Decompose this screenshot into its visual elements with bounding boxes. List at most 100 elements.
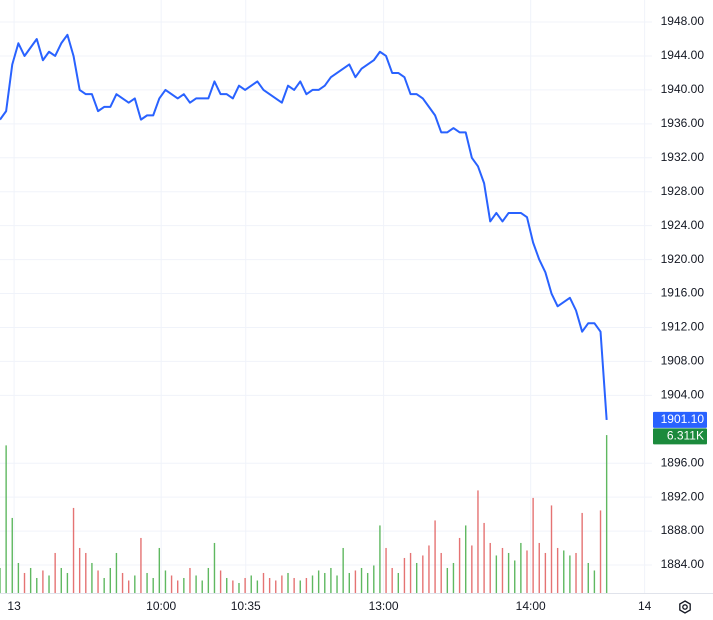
volume-bar <box>11 517 13 593</box>
y-tick-label: 1892.00 <box>661 489 705 503</box>
settings-dot <box>682 604 688 610</box>
last-value-box <box>653 411 707 428</box>
y-tick-label: 1912.00 <box>661 320 705 334</box>
volume-bar <box>0 567 1 593</box>
volume-bar <box>354 570 357 593</box>
volume-bar <box>520 542 522 593</box>
y-tick-label: 1936.00 <box>661 116 705 130</box>
volume-bar <box>158 547 161 593</box>
y-tick-label: 1924.00 <box>661 218 705 232</box>
volume-bar <box>170 575 173 593</box>
x-tick-label: 13:00 <box>369 599 399 613</box>
x-tick-label: 14:00 <box>516 599 546 613</box>
volume-bar <box>183 577 185 593</box>
volume-bar <box>134 575 136 593</box>
volume-bar <box>317 570 320 593</box>
volume-bar <box>330 567 332 593</box>
volume-bar <box>23 572 26 593</box>
volume-bar <box>66 572 69 593</box>
volume-bar <box>526 550 528 593</box>
volume-bar <box>581 512 583 593</box>
volume-bar <box>54 552 56 593</box>
volume-bar <box>115 552 118 593</box>
volume-bar <box>177 580 179 593</box>
y-tick-label: 1944.00 <box>661 48 705 62</box>
y-tick-label: 1916.00 <box>661 286 705 300</box>
volume-bar <box>575 552 577 593</box>
volume-bar <box>556 547 559 593</box>
volume-bar <box>489 542 491 593</box>
volume-bar <box>213 542 216 593</box>
y-tick-label: 1896.00 <box>661 455 705 469</box>
volume-bar <box>164 570 167 593</box>
volume-bar <box>293 577 295 593</box>
volume-bar <box>428 545 430 593</box>
volume-bar <box>379 525 381 593</box>
volume-bar <box>226 577 228 593</box>
volume-bar <box>324 572 326 593</box>
volume-bar <box>78 547 81 593</box>
volume-bar <box>189 567 191 593</box>
volume-bar <box>268 577 271 593</box>
price-line <box>0 33 608 421</box>
volume-bar <box>109 567 112 593</box>
volume-bar <box>452 562 455 593</box>
y-tick-label: 1884.00 <box>661 557 705 571</box>
volume-bar <box>195 575 197 593</box>
volume-bar <box>440 552 442 593</box>
volume-bar <box>91 562 93 593</box>
y-tick-label: 1904.00 <box>661 388 705 402</box>
y-tick-label: 1888.00 <box>661 523 705 537</box>
x-tick-label: 13 <box>7 599 21 613</box>
grid <box>0 0 652 593</box>
volume-bar <box>85 552 87 593</box>
volume-bar <box>299 580 301 593</box>
volume-bar <box>146 572 148 593</box>
volume-bar <box>483 522 485 593</box>
volume-bar <box>48 575 50 593</box>
volume-bar <box>348 572 350 593</box>
volume-bar <box>42 570 44 593</box>
volume-bar <box>72 507 75 593</box>
volume-bar <box>219 570 222 593</box>
y-tick-label: 1940.00 <box>661 82 705 96</box>
y-tick-label: 1928.00 <box>661 184 705 198</box>
volume-bar <box>599 510 602 593</box>
volume-bar <box>262 572 265 593</box>
volume-bar <box>275 580 277 593</box>
settings-icon[interactable] <box>679 600 691 614</box>
y-tick-label: 1920.00 <box>661 252 705 266</box>
volume-bar <box>244 577 246 593</box>
volume-bar <box>422 555 424 593</box>
y-tick-label: 1908.00 <box>661 354 705 368</box>
volume-bar <box>501 547 504 593</box>
volume-bar <box>538 542 540 593</box>
volume-bar <box>366 572 369 593</box>
volume-bar <box>342 547 344 593</box>
plot <box>0 33 608 421</box>
x-tick-label: 10:00 <box>146 599 176 613</box>
last-value-label: 6.311K <box>667 429 704 443</box>
volume-bar <box>60 567 62 593</box>
volume-bar <box>593 570 596 593</box>
volume-bar <box>403 557 406 593</box>
volume-bar <box>458 537 461 593</box>
volume-bar <box>281 575 283 593</box>
volume-bar <box>97 570 99 593</box>
volume-bar <box>465 525 467 593</box>
volume-bar <box>336 575 338 593</box>
volume-bar <box>514 560 516 593</box>
volume-bar <box>121 572 124 593</box>
volume-bar <box>360 567 363 593</box>
y-tick-label: 1948.00 <box>661 14 705 28</box>
volume-bar <box>587 562 589 593</box>
volume-bar <box>250 575 252 593</box>
volume-bar <box>29 567 32 593</box>
volume-bar <box>446 567 449 593</box>
volume-bar <box>256 580 259 593</box>
volume-bar <box>232 580 234 593</box>
x-tick-label: 10:35 <box>231 599 261 613</box>
volume-bar <box>152 577 154 593</box>
y-tick-label: 1932.00 <box>661 150 705 164</box>
